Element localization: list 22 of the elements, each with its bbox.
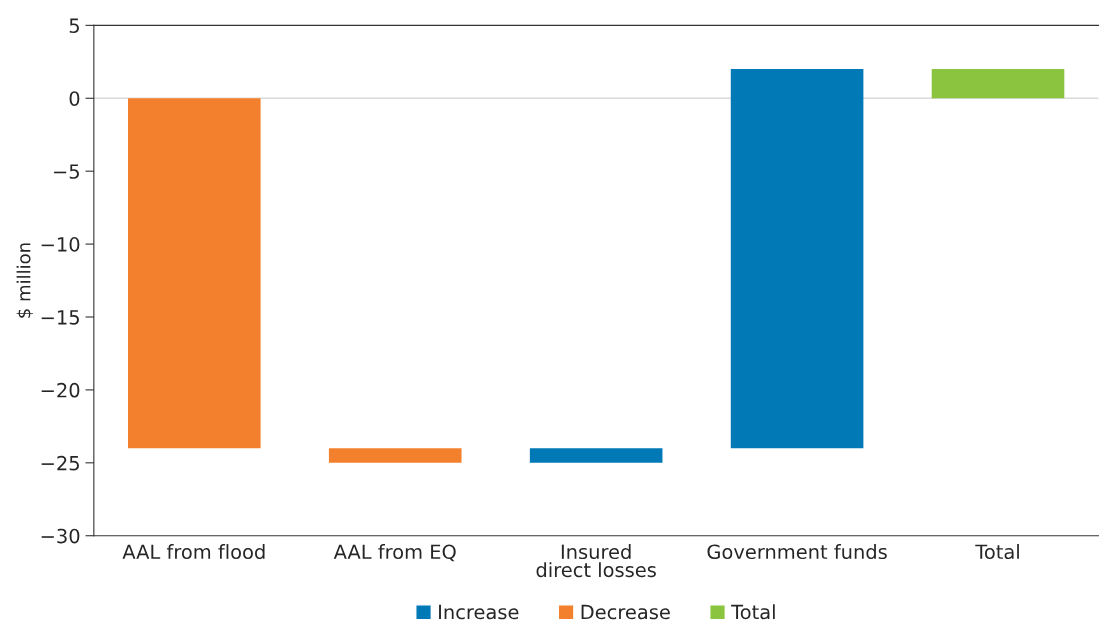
legend-label: Decrease bbox=[581, 604, 670, 620]
bar bbox=[730, 69, 864, 449]
legend-label: Increase bbox=[439, 604, 519, 620]
y-tick-label: 5 bbox=[69, 18, 79, 34]
y-tick-label: −25 bbox=[41, 455, 79, 471]
bar bbox=[931, 69, 1065, 99]
y-tick-label: −10 bbox=[41, 237, 80, 252]
x-tick-label: Total bbox=[975, 544, 1019, 560]
bar bbox=[328, 448, 462, 463]
y-tick-label: −30 bbox=[41, 528, 80, 544]
y-tick-label: −5 bbox=[54, 164, 79, 179]
x-tick-label: AAL from EQ bbox=[333, 544, 456, 562]
x-tick-label: Insured direct losses bbox=[536, 544, 656, 578]
x-tick-label: Government funds bbox=[707, 544, 887, 560]
bar bbox=[128, 98, 261, 449]
bar bbox=[529, 448, 663, 463]
legend-label: Total bbox=[731, 604, 775, 620]
x-tick-label: AAL from flood bbox=[122, 544, 265, 560]
y-tick-label: −20 bbox=[41, 382, 80, 398]
y-axis-title: $ million bbox=[16, 243, 33, 318]
y-tick-label: −15 bbox=[41, 310, 79, 325]
y-tick-label: 0 bbox=[69, 91, 80, 106]
